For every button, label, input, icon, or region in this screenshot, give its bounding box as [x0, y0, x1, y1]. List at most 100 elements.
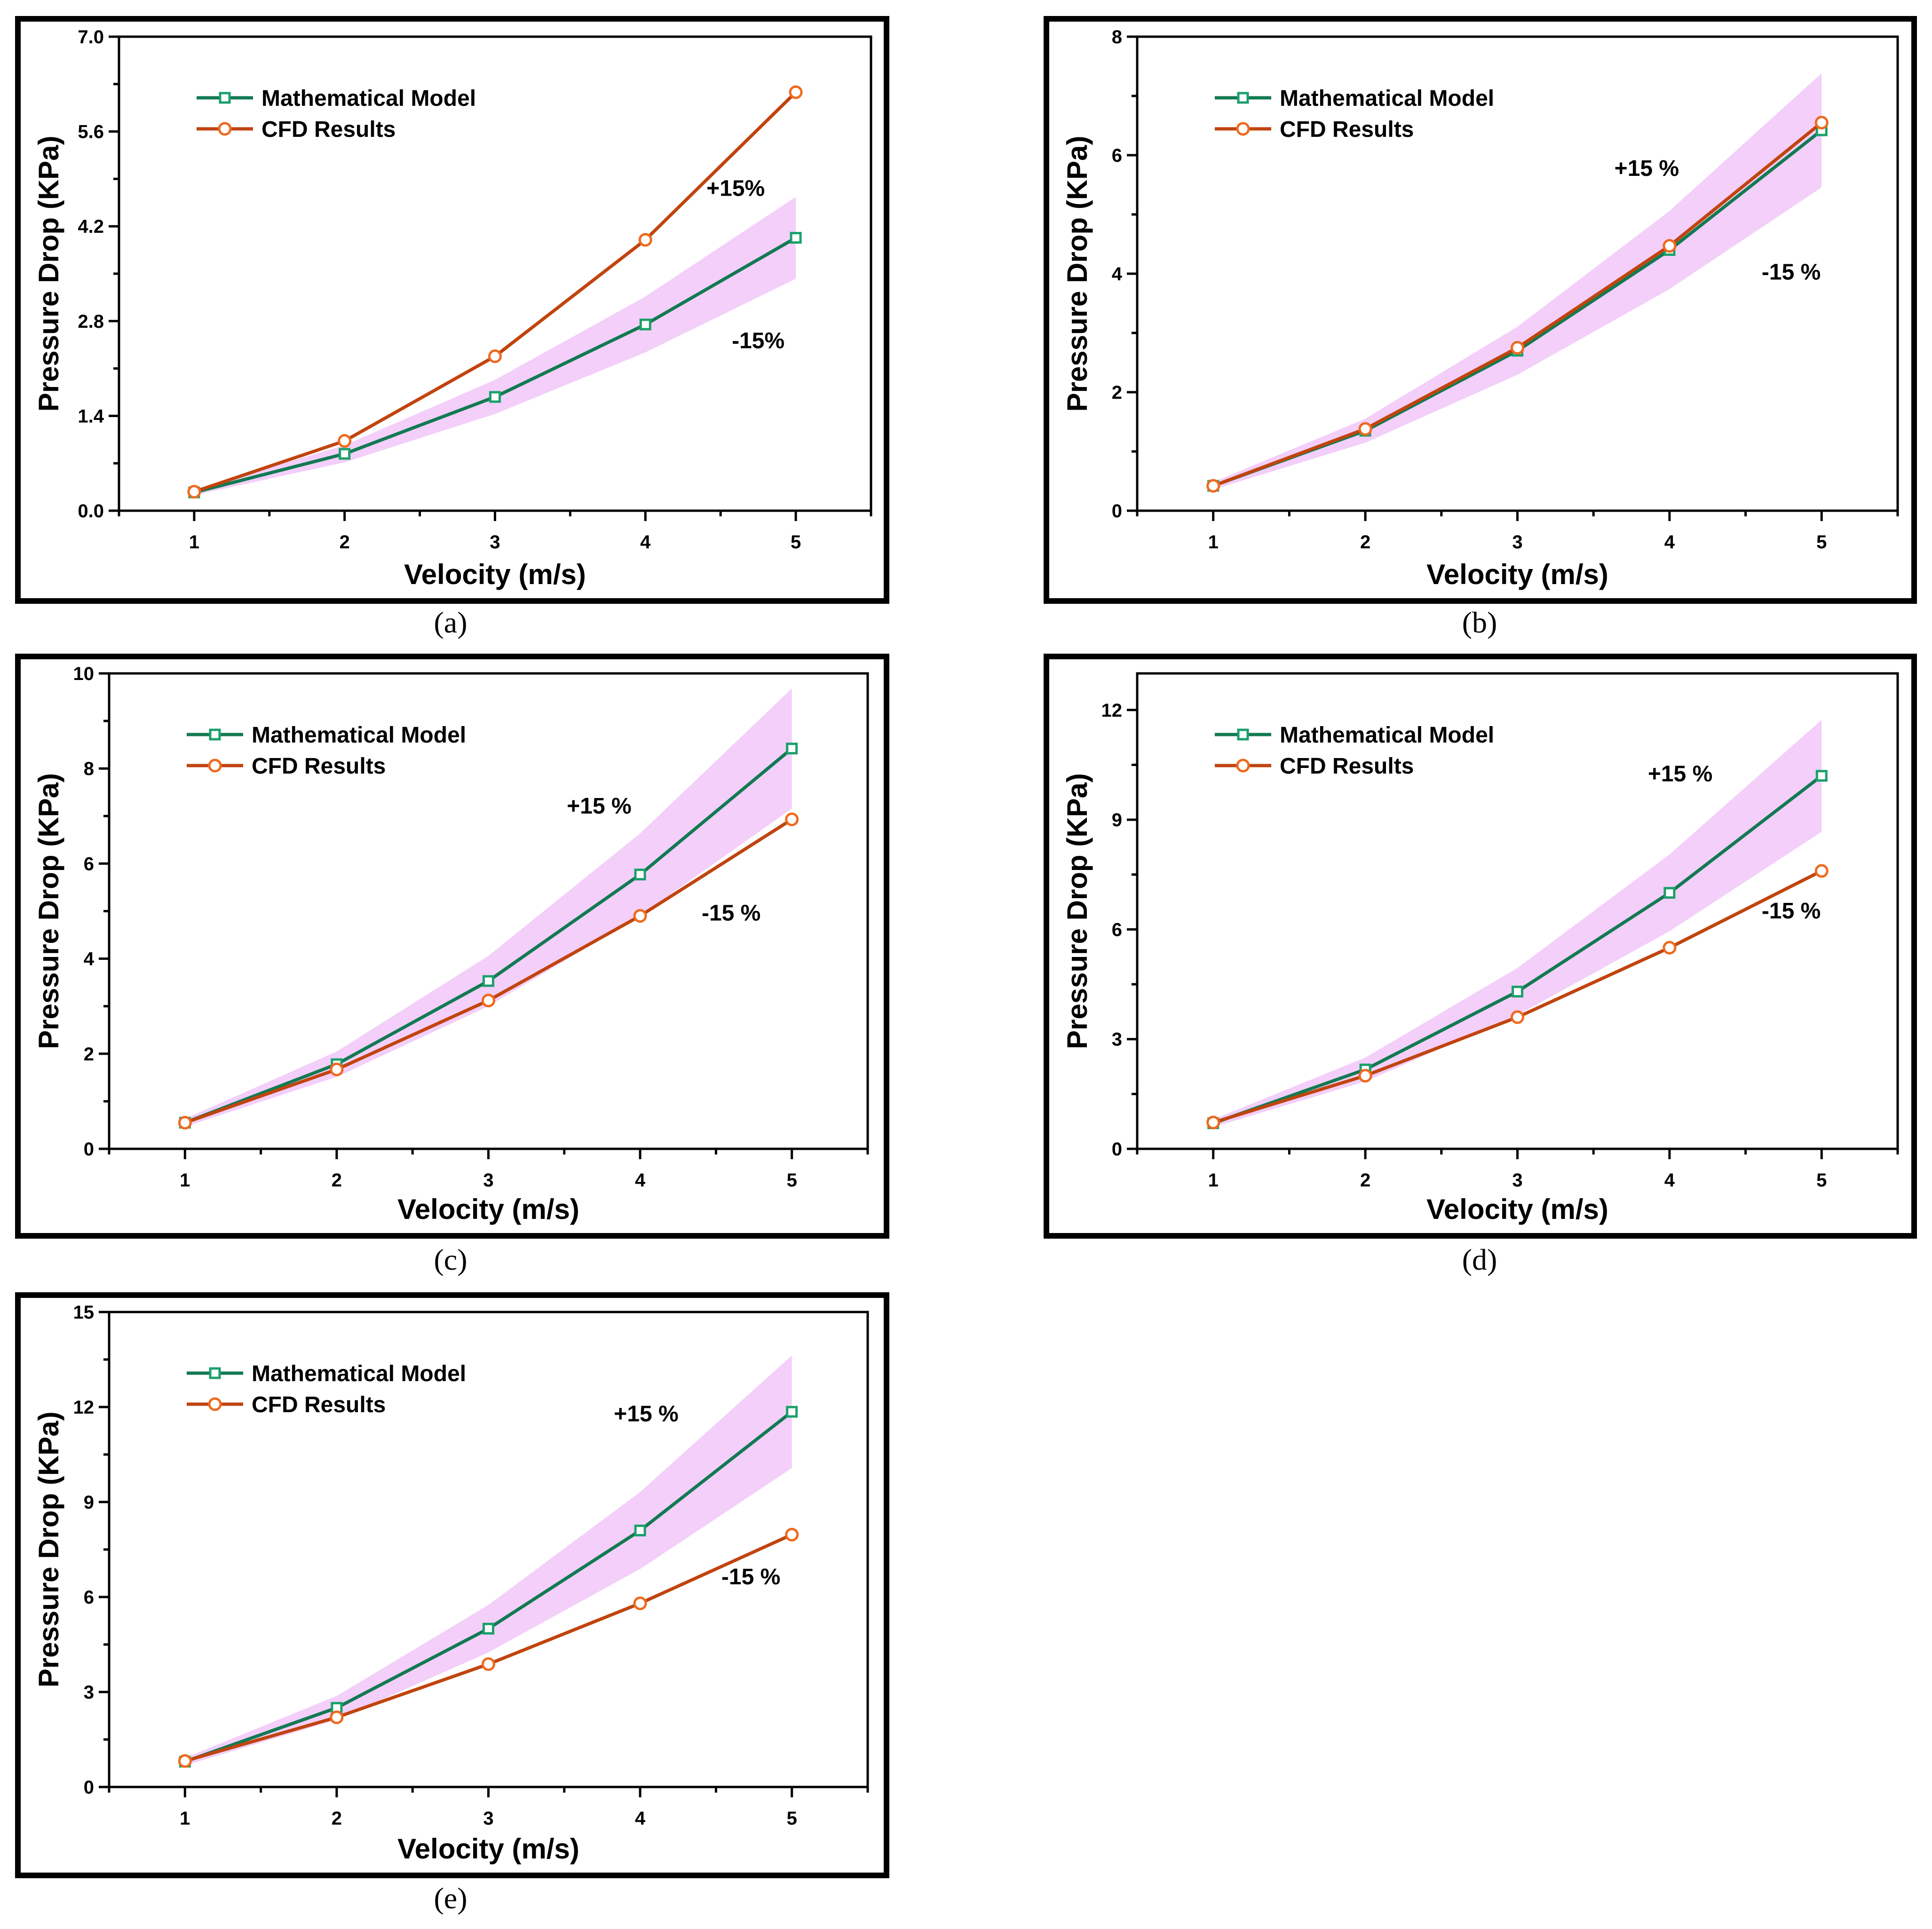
panel-frame [15, 16, 889, 604]
y-tick-label: 0 [1112, 501, 1122, 522]
y-tick-label: 0 [84, 1777, 94, 1798]
legend-label-cfd: CFD Results [1280, 117, 1414, 142]
y-tick-label: 2 [84, 1044, 94, 1065]
tolerance-band [1213, 719, 1822, 1127]
y-tick-label: 15 [73, 1302, 95, 1323]
band-annotation: +15 % [567, 794, 631, 819]
x-tick-label: 2 [1360, 1170, 1370, 1191]
legend-marker-cfd [208, 759, 222, 773]
y-axis-title: Pressure Drop (KPa) [1061, 136, 1093, 412]
y-tick-label: 8 [1112, 27, 1122, 47]
panel-frame [1044, 16, 1917, 604]
legend-label-cfd: CFD Results [261, 117, 396, 142]
data-point-cfd [482, 994, 495, 1008]
legend-marker-model [209, 728, 221, 741]
x-tick-label: 4 [635, 1170, 646, 1191]
y-tick-label: 0 [84, 1139, 94, 1160]
data-point-cfd [178, 1115, 192, 1130]
x-tick-label: 3 [483, 1170, 493, 1191]
legend-label-model: Mathematical Model [252, 723, 466, 748]
x-tick-label: 3 [490, 532, 500, 553]
data-point-model [639, 318, 651, 331]
x-tick-label: 5 [787, 1808, 797, 1829]
y-tick-label: 9 [1112, 810, 1122, 830]
data-point-cfd [1358, 422, 1372, 436]
y-tick-label: 9 [84, 1492, 94, 1513]
x-axis-title: Velocity (m/s) [1426, 1194, 1608, 1225]
panel-caption: (b) [1462, 606, 1497, 639]
data-point-cfd [1663, 941, 1677, 955]
band-annotation: -15 % [702, 901, 760, 926]
band-annotation: +15 % [614, 1401, 678, 1426]
band-annotation: +15% [706, 176, 765, 201]
data-point-cfd [1814, 864, 1829, 878]
data-point-model [483, 1622, 494, 1635]
y-tick-label: 3 [84, 1682, 94, 1703]
legend-marker-cfd [218, 122, 232, 136]
legend-marker-cfd [1236, 759, 1250, 773]
y-axis-title: Pressure Drop (KPa) [1061, 773, 1093, 1049]
data-point-model [1512, 986, 1523, 998]
data-point-cfd [178, 1754, 192, 1768]
panel-caption: (e) [434, 1882, 467, 1915]
x-tick-label: 1 [1208, 1170, 1219, 1191]
data-point-cfd [633, 1596, 647, 1610]
x-tick-label: 5 [787, 1170, 797, 1191]
x-tick-label: 1 [180, 1808, 190, 1829]
data-point-cfd [785, 812, 799, 826]
x-axis-title: Velocity (m/s) [397, 1833, 579, 1865]
x-tick-label: 5 [1816, 1170, 1827, 1191]
chart-panel-a: 1 2 3 4 5 0.0 1.4 2.8 4.2 5.6 7.0 Velocity (m/s) Pre… [15, 16, 889, 639]
x-tick-label: 4 [640, 532, 651, 553]
x-tick-label: 2 [340, 532, 350, 553]
x-axis-title: Velocity (m/s) [397, 1194, 579, 1225]
band-annotation: +15 % [1648, 761, 1712, 786]
data-point-model [634, 869, 646, 881]
x-tick-label: 1 [189, 532, 199, 553]
data-point-cfd [1511, 341, 1524, 355]
x-tick-label: 3 [1512, 1170, 1522, 1191]
data-point-model [1663, 887, 1676, 899]
data-point-cfd [330, 1062, 344, 1076]
y-tick-label: 4.2 [78, 216, 104, 237]
x-tick-label: 2 [332, 1170, 342, 1191]
band-annotation: -15% [732, 328, 784, 353]
y-tick-label: 4 [84, 949, 95, 970]
legend-marker-model [219, 92, 231, 104]
y-tick-label: 7.0 [78, 27, 104, 47]
data-point-model [634, 1525, 646, 1537]
y-tick-label: 12 [1101, 700, 1123, 721]
x-tick-label: 5 [1816, 532, 1827, 553]
data-point-model [483, 975, 494, 987]
y-axis-title: Pressure Drop (KPa) [33, 136, 64, 412]
y-tick-label: 10 [73, 664, 95, 684]
tolerance-band [194, 197, 796, 495]
data-point-cfd [1814, 116, 1829, 130]
panel-caption: (a) [434, 606, 467, 639]
y-tick-label: 3 [1112, 1029, 1122, 1050]
y-tick-label: 4 [1112, 264, 1123, 285]
data-point-cfd [187, 485, 201, 499]
legend-label-cfd: CFD Results [1280, 754, 1414, 779]
y-tick-label: 8 [84, 759, 94, 779]
panel-frame [1044, 654, 1917, 1239]
chart-panel-c: 1 2 3 4 5 0 2 4 6 8 10 Velocity (m/s) Pressure Drop … [15, 654, 889, 1276]
x-tick-label: 1 [180, 1170, 190, 1191]
data-point-cfd [1511, 1010, 1524, 1024]
y-tick-label: 12 [73, 1397, 95, 1418]
panel-frame [15, 1292, 889, 1878]
data-point-cfd [789, 85, 803, 99]
legend-label-model: Mathematical Model [1280, 723, 1494, 748]
y-axis-title: Pressure Drop (KPa) [33, 773, 64, 1049]
y-tick-label: 6 [84, 854, 94, 874]
x-tick-label: 4 [1664, 1170, 1675, 1191]
y-tick-label: 6 [1112, 145, 1122, 166]
legend-label-model: Mathematical Model [252, 1361, 466, 1386]
data-point-model [1815, 770, 1828, 782]
data-point-cfd [482, 1657, 495, 1671]
legend-label-model: Mathematical Model [1280, 86, 1494, 111]
y-tick-label: 0 [1112, 1139, 1122, 1160]
